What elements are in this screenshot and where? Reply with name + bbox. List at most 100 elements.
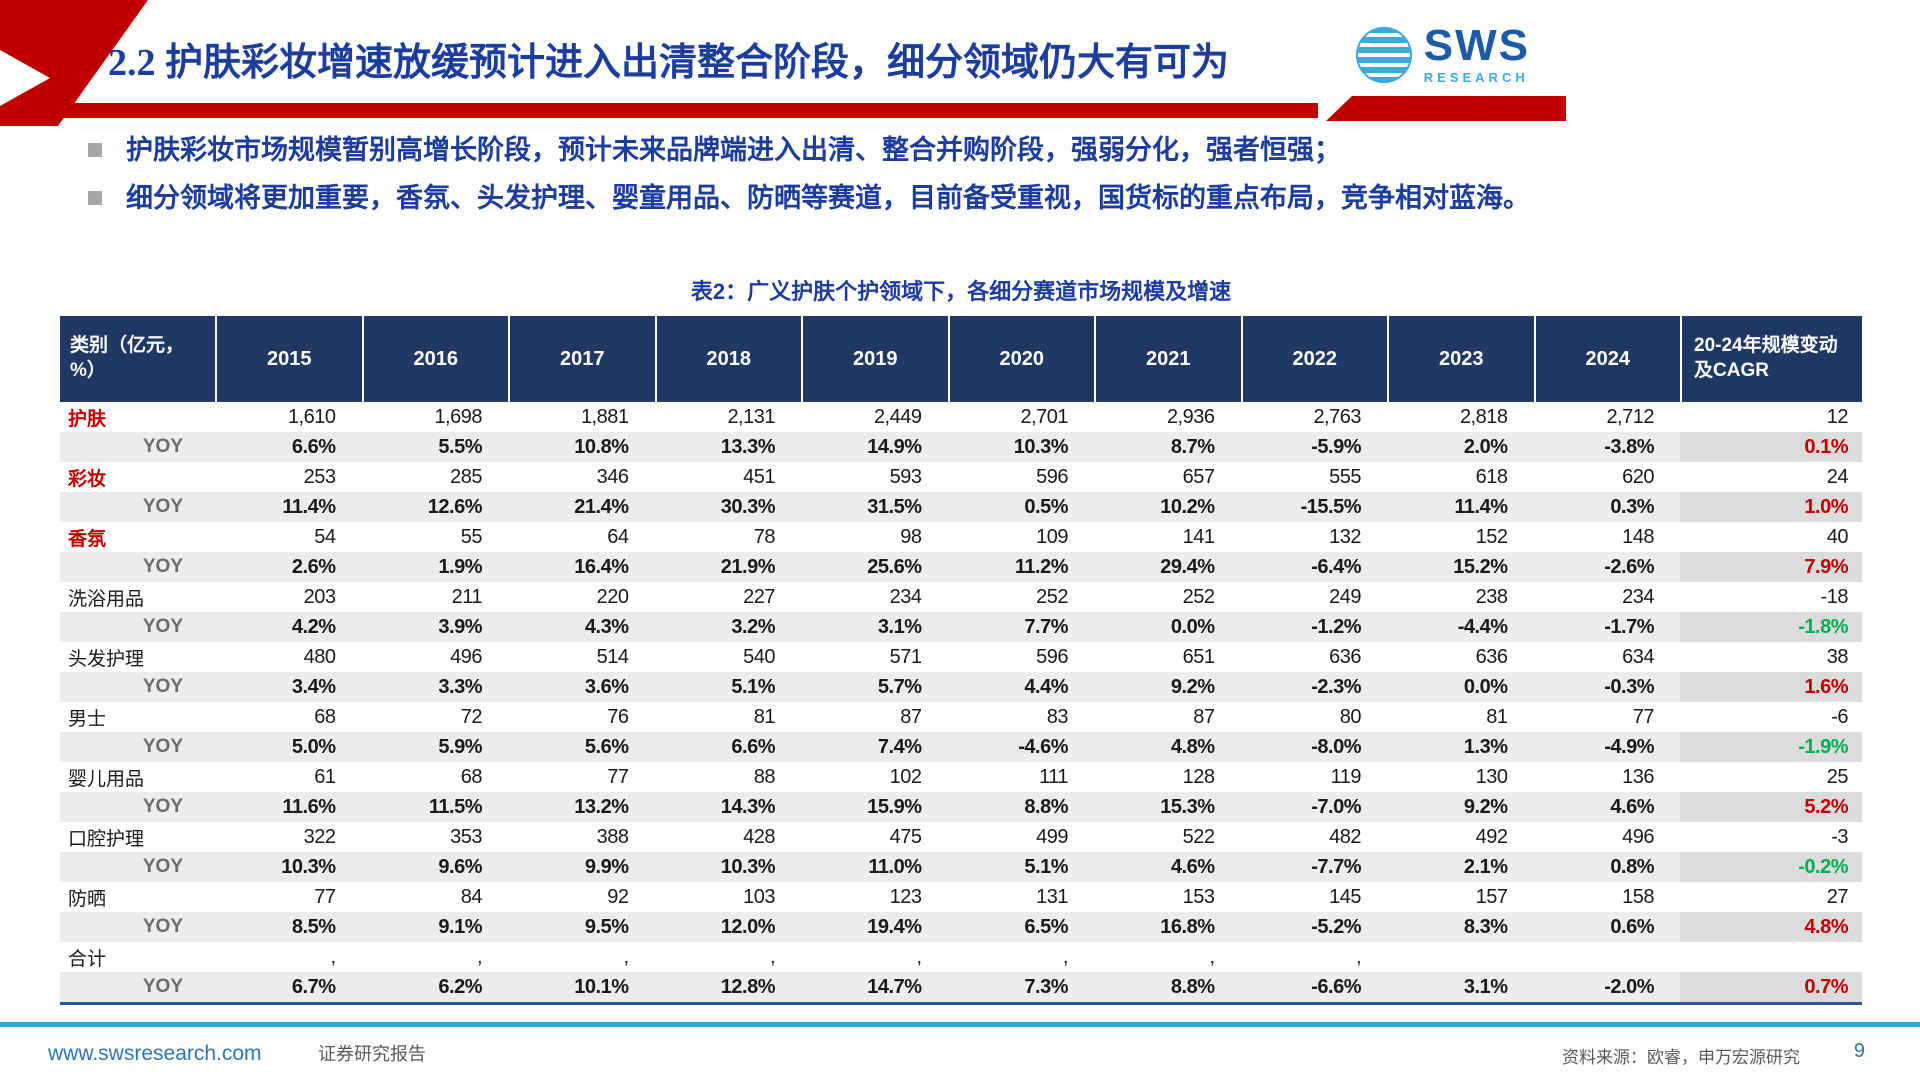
table-cell: 6.7% [291, 975, 336, 998]
table-cell: -1.9% [1680, 732, 1862, 762]
table-cell: 2,701 [1020, 405, 1068, 428]
table-row: 合计,,,,,,,, [60, 942, 1862, 972]
table-cell: 11.0% [868, 855, 922, 878]
table-cell: 6.6% [731, 735, 775, 758]
table-cell: 5.6% [584, 735, 629, 758]
table-cell: 234 [1622, 585, 1654, 608]
row-label: YOY [142, 556, 183, 577]
table-cell: -3.8% [1604, 435, 1654, 458]
logo-subtext: RESEARCH [1423, 70, 1529, 85]
table-cell: 3.6% [584, 675, 629, 698]
table-cell: 2,449 [873, 405, 922, 428]
table-cell: 40 [1826, 525, 1849, 548]
table-cell: 148 [1622, 525, 1654, 548]
table-cell: 203 [303, 585, 336, 608]
website-link[interactable]: www.swsresearch.com [48, 1042, 262, 1065]
table-cell [1680, 942, 1862, 972]
table-cell: , [476, 945, 483, 968]
table-cell: 10.1% [574, 975, 629, 998]
table-cell: 21.4% [574, 495, 629, 518]
table-cell: 0.0% [1170, 615, 1215, 638]
table-cell: 8.7% [1170, 435, 1215, 458]
data-source-label: 资料来源：欧睿，申万宏源研究 [1562, 1048, 1800, 1067]
table-cell: 555 [1329, 465, 1361, 488]
table-cell: , [1355, 945, 1362, 968]
table-cell: 8.8% [1024, 795, 1068, 818]
table-cell: , [1062, 945, 1069, 968]
bullet-list: 护肤彩妆市场规模暂别高增长阶段，预计未来品牌端进入出清、整合并购阶段，强弱分化，… [88, 134, 1788, 231]
table-cell: 2.0% [1463, 435, 1508, 458]
col-header: 2016 [361, 316, 509, 402]
table-row: 防晒 77 84 92 103 123 131 153 145 157 158 27 [60, 882, 1862, 912]
table-cell: 0.7% [1680, 972, 1862, 1002]
row-label: YOY [142, 916, 183, 937]
table-cell: 19.4% [867, 915, 922, 938]
table-cell: 38 [1826, 645, 1849, 668]
row-label: YOY [142, 856, 183, 877]
table-cell: 2,131 [727, 405, 775, 428]
table-cell: 4.4% [1024, 675, 1068, 698]
table-cell: 3.9% [438, 615, 482, 638]
table-cell: 21.9% [720, 555, 776, 578]
table-cell: 87 [1193, 705, 1215, 728]
table-cell: 77 [1632, 705, 1655, 728]
table-cell: 5.0% [291, 735, 336, 758]
table-cell: 499 [1036, 825, 1068, 848]
table-cell: -1.7% [1604, 615, 1654, 638]
table-cell: 13.3% [720, 435, 776, 458]
bullet-text: 护肤彩妆市场规模暂别高增长阶段，预计未来品牌端进入出清、整合并购阶段，强弱分化，… [126, 135, 1341, 165]
col-header: 2021 [1094, 316, 1241, 402]
table-cell: 11.5% [428, 795, 483, 818]
table-cell: 10.2% [1160, 495, 1215, 518]
table-cell: 16.8% [1160, 915, 1215, 938]
table-cell: 6.5% [1024, 915, 1068, 938]
table-cell: -6.4% [1311, 555, 1361, 578]
table-cell: 14.7% [867, 975, 922, 998]
table-cell: 211 [451, 585, 483, 608]
table-cell: 540 [743, 645, 775, 668]
table-cell: -2.0% [1604, 975, 1654, 998]
table-cell [1387, 942, 1534, 972]
table-cell: 80 [1339, 705, 1362, 728]
table-cell: 480 [303, 645, 336, 668]
table-cell: 5.9% [438, 735, 482, 758]
table-cell: 0.3% [1610, 495, 1654, 518]
table-cell: 9.1% [438, 915, 482, 938]
table-cell: 4.2% [291, 615, 336, 638]
table-cell: 88 [753, 765, 776, 788]
table-cell: 5.2% [1680, 792, 1862, 822]
table-cell: 522 [1182, 825, 1215, 848]
table-row: YOY 8.5% 9.1% 9.5% 12.0% 19.4% 6.5% 16.8% -5.2% 8… [60, 912, 1862, 942]
table-cell: 3.1% [1463, 975, 1508, 998]
table-cell: 252 [1182, 585, 1215, 608]
table-cell: 76 [607, 705, 629, 728]
table-cell: 3.2% [731, 615, 775, 638]
table-cell: 27 [1826, 885, 1849, 908]
table-cell: 11.4% [282, 495, 336, 518]
table-cell: 29.4% [1160, 555, 1215, 578]
table-cell: 1,881 [580, 405, 629, 428]
table-cell: -2.3% [1311, 675, 1361, 698]
table-row: YOY 10.3% 9.6% 9.9% 10.3% 11.0% 5.1% 4.6% -7.7% 2… [60, 852, 1862, 882]
row-label: YOY [142, 616, 183, 637]
table-cell: 72 [460, 705, 483, 728]
table-cell: 61 [314, 765, 336, 788]
table-cell: , [623, 945, 629, 968]
table-cell: 4.3% [584, 615, 629, 638]
table-cell: 4.6% [1170, 855, 1215, 878]
table-cell: 157 [1475, 885, 1508, 908]
table-cell: 8.5% [291, 915, 336, 938]
table-cell: 68 [314, 705, 336, 728]
table-cell: 8.3% [1463, 915, 1508, 938]
table-cell: 0.5% [1024, 495, 1068, 518]
table-cell: 98 [900, 525, 922, 548]
table-cell: , [769, 945, 776, 968]
col-header-category: 类别（亿元，%） [70, 335, 185, 381]
table-cell: , [330, 945, 336, 968]
table-cell: -3 [1831, 825, 1848, 848]
row-label: 彩妆 [68, 468, 107, 490]
table-cell: 5.5% [438, 435, 482, 458]
table-cell: 7.4% [877, 735, 922, 758]
market-size-table: 类别（亿元，%） 2015 2016 2017 2018 2019 2020 2021 2022… [60, 316, 1862, 1005]
